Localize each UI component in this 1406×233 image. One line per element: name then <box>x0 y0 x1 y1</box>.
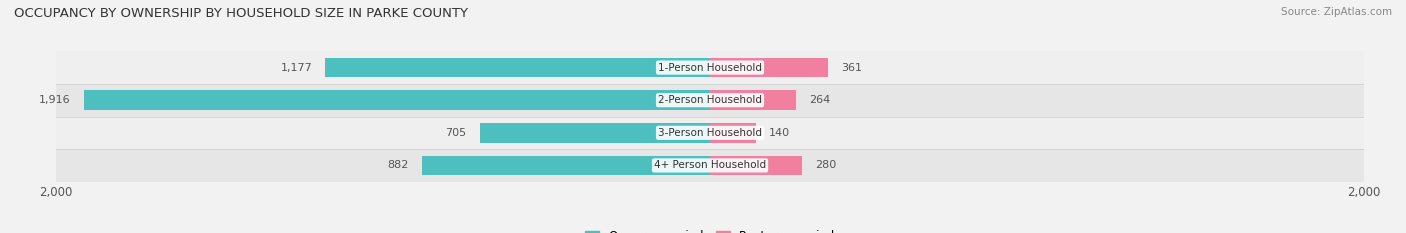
Bar <box>710 90 796 110</box>
Bar <box>56 51 1364 84</box>
Text: 1,916: 1,916 <box>39 95 70 105</box>
Legend: Owner-occupied, Renter-occupied: Owner-occupied, Renter-occupied <box>579 225 841 233</box>
Text: 280: 280 <box>814 161 837 170</box>
Text: 882: 882 <box>387 161 409 170</box>
Bar <box>422 156 710 175</box>
Text: 1,177: 1,177 <box>280 63 312 72</box>
Text: 3-Person Household: 3-Person Household <box>658 128 762 138</box>
Text: 361: 361 <box>841 63 862 72</box>
Bar <box>710 58 828 77</box>
Bar <box>479 123 710 143</box>
Bar <box>84 90 710 110</box>
Text: 705: 705 <box>446 128 467 138</box>
Text: 4+ Person Household: 4+ Person Household <box>654 161 766 170</box>
Bar <box>710 123 756 143</box>
Bar <box>710 156 801 175</box>
Bar <box>56 149 1364 182</box>
Text: 1-Person Household: 1-Person Household <box>658 63 762 72</box>
Text: OCCUPANCY BY OWNERSHIP BY HOUSEHOLD SIZE IN PARKE COUNTY: OCCUPANCY BY OWNERSHIP BY HOUSEHOLD SIZE… <box>14 7 468 20</box>
Text: 140: 140 <box>769 128 790 138</box>
Text: 2-Person Household: 2-Person Household <box>658 95 762 105</box>
Text: 264: 264 <box>810 95 831 105</box>
Bar <box>325 58 710 77</box>
Bar <box>56 84 1364 116</box>
Bar <box>56 116 1364 149</box>
Text: Source: ZipAtlas.com: Source: ZipAtlas.com <box>1281 7 1392 17</box>
